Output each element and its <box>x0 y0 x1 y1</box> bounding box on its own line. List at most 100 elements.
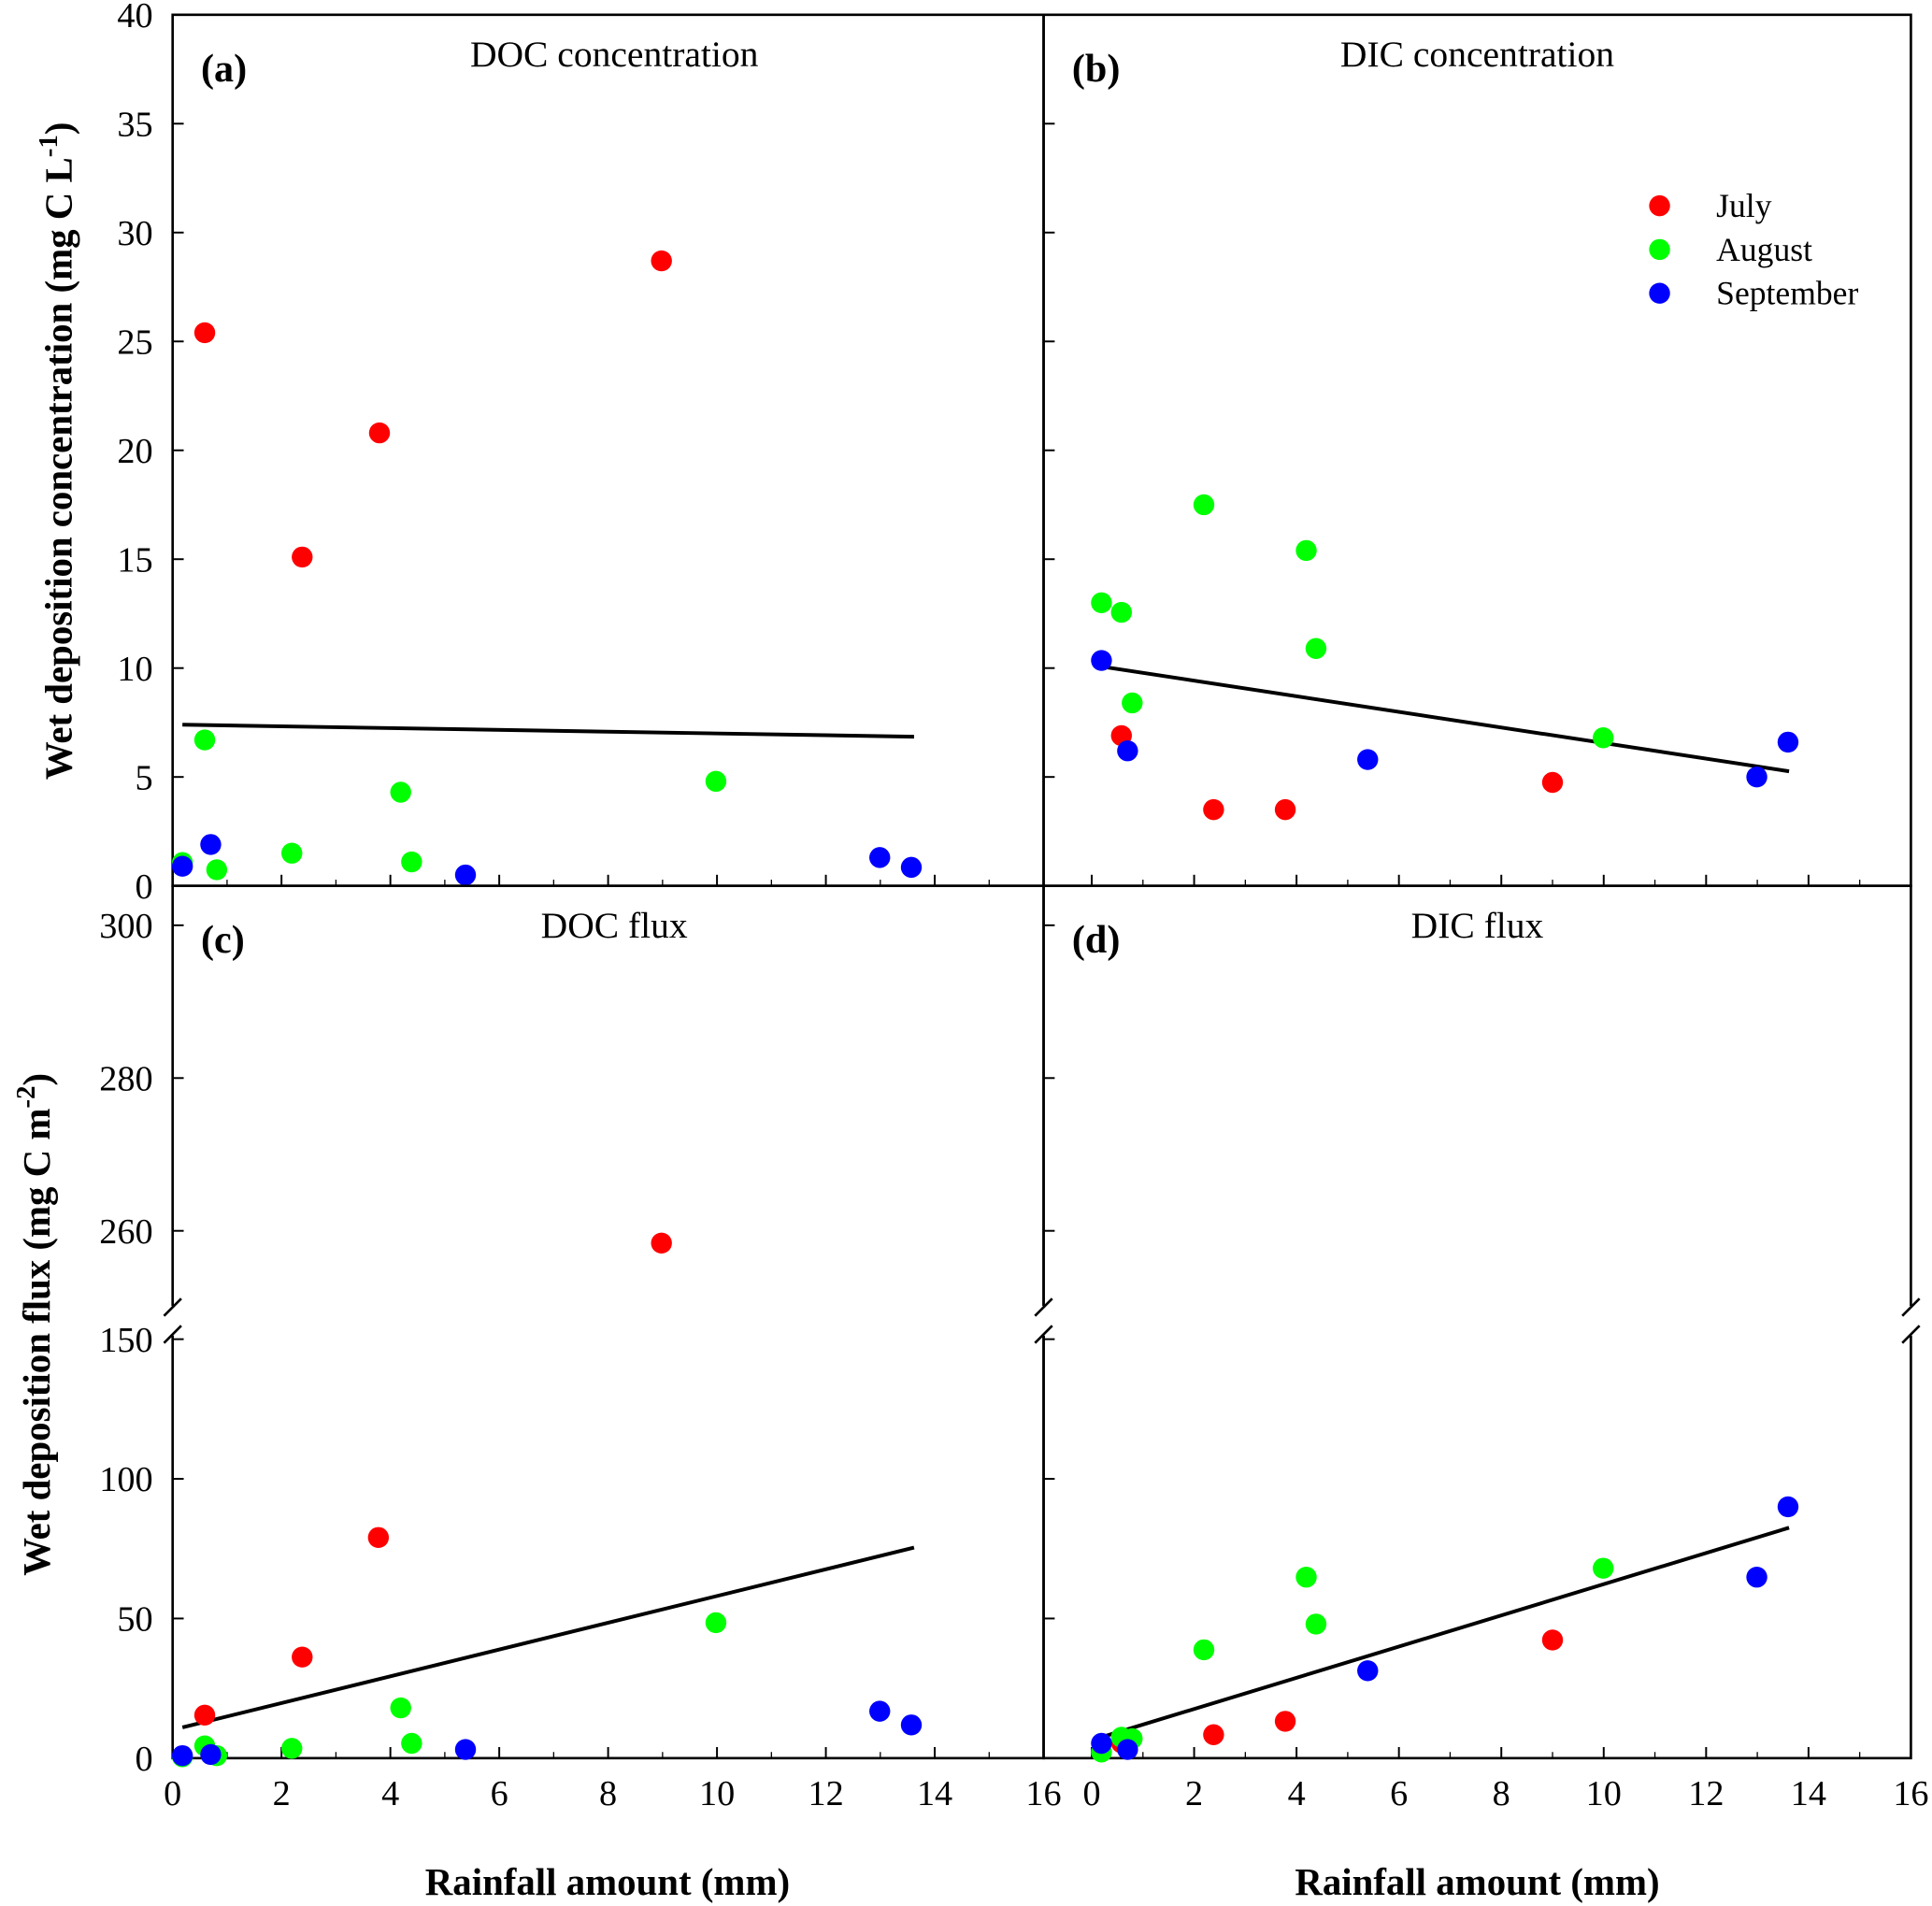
data-point-september <box>171 855 193 877</box>
data-point-august <box>1305 1613 1327 1635</box>
y-tick-label: 150 <box>99 1321 152 1360</box>
data-point-september <box>1117 740 1138 762</box>
x-tick-label: 10 <box>699 1774 735 1813</box>
data-point-september <box>171 1744 193 1767</box>
axis-break-mark <box>1901 1325 1921 1344</box>
data-point-august <box>390 1697 411 1719</box>
y-tick-label: 260 <box>99 1212 152 1252</box>
x-tick-label: 10 <box>1586 1774 1622 1813</box>
data-point-august <box>193 729 216 751</box>
legend-label: August <box>1716 231 1812 268</box>
data-point-august <box>1593 1557 1614 1579</box>
x-tick-label: 16 <box>1893 1774 1928 1813</box>
data-point-august <box>1193 1639 1215 1661</box>
y-tick-label: 15 <box>117 540 152 580</box>
data-point-july <box>292 546 313 568</box>
panel-label: (a) <box>201 47 247 91</box>
fit-line <box>181 1545 915 1729</box>
data-point-september <box>454 1739 477 1760</box>
data-point-september <box>1357 1660 1379 1682</box>
y-tick-label: 280 <box>99 1059 152 1098</box>
data-point-july <box>1541 1629 1564 1651</box>
data-point-july <box>1203 1724 1224 1745</box>
data-point-august <box>1110 601 1132 623</box>
x-tick-label: 0 <box>164 1774 181 1813</box>
axis-break-mark <box>1034 1325 1053 1344</box>
legend-marker <box>1649 238 1670 261</box>
panel-frame <box>171 884 1045 1760</box>
data-point-august <box>1193 494 1215 516</box>
y-tick-label: 50 <box>117 1600 152 1640</box>
data-point-july <box>1541 771 1564 794</box>
data-point-august <box>1091 592 1112 614</box>
y-tick-label: 30 <box>117 214 152 253</box>
data-point-july <box>1274 1711 1296 1732</box>
axis-break-mark <box>163 1325 182 1344</box>
fit-line <box>182 723 914 739</box>
y-axis-title-flux: Wet deposition flux (mg C m-2) <box>11 1073 58 1576</box>
data-point-september <box>1746 766 1767 788</box>
data-point-september <box>1091 1732 1112 1755</box>
y-tick-label: 10 <box>117 650 152 689</box>
panel-label: (d) <box>1072 918 1121 962</box>
x-tick-label: 6 <box>491 1774 508 1813</box>
x-tick-label: 4 <box>1288 1774 1306 1813</box>
x-tick-label: 16 <box>1025 1774 1061 1813</box>
data-point-july <box>651 250 672 272</box>
data-point-july <box>193 1704 216 1727</box>
legend-marker <box>1649 194 1670 217</box>
x-tick-label: 6 <box>1390 1774 1408 1813</box>
data-point-august <box>1295 1567 1317 1588</box>
data-point-september <box>900 1714 923 1736</box>
data-point-september <box>200 1743 222 1766</box>
data-point-august <box>1305 638 1327 659</box>
axis-break-mark <box>163 1297 182 1317</box>
data-point-july <box>651 1232 672 1254</box>
data-point-september <box>1091 650 1112 671</box>
data-point-august <box>390 781 411 803</box>
legend-label: September <box>1716 275 1858 312</box>
data-point-september <box>1777 731 1799 753</box>
y-tick-label: 100 <box>99 1460 152 1499</box>
data-point-july <box>1203 798 1224 821</box>
panel-frame <box>171 13 1045 887</box>
panel-frame <box>1042 884 1912 1760</box>
x-tick-label: 0 <box>1082 1774 1100 1813</box>
panel-title: DIC concentration <box>1340 34 1614 75</box>
data-point-august <box>705 770 727 793</box>
data-point-july <box>368 422 391 444</box>
y-tick-label: 40 <box>117 0 152 36</box>
y-tick-label: 5 <box>135 758 152 797</box>
axis-break-gap <box>1900 1306 1921 1336</box>
data-point-august <box>705 1612 727 1634</box>
data-point-september <box>454 864 477 886</box>
x-tick-label: 14 <box>917 1774 952 1813</box>
panel-title: DIC flux <box>1411 905 1544 946</box>
data-point-september <box>869 1700 891 1722</box>
data-point-september <box>869 847 891 868</box>
axis-break-gap <box>1033 1306 1054 1336</box>
data-point-july <box>193 322 216 344</box>
y-tick-label: 300 <box>99 907 152 946</box>
fit-line <box>1101 665 1790 774</box>
x-tick-label: 14 <box>1791 1774 1826 1813</box>
panel-label: (c) <box>201 918 245 962</box>
data-point-september <box>900 856 923 879</box>
data-point-august <box>1122 692 1143 714</box>
x-tick-label: 2 <box>1185 1774 1203 1813</box>
data-point-august <box>281 842 303 864</box>
fit-line <box>1100 1526 1790 1740</box>
y-tick-label: 0 <box>135 1740 152 1779</box>
data-point-july <box>292 1646 313 1668</box>
x-tick-label: 2 <box>273 1774 291 1813</box>
data-point-august <box>401 1732 422 1755</box>
data-point-august <box>1295 539 1317 562</box>
data-point-august <box>206 859 228 881</box>
data-point-august <box>401 851 422 873</box>
y-tick-label: 25 <box>117 322 152 362</box>
axis-break-gap <box>163 1306 183 1336</box>
panel-title: DOC flux <box>541 905 688 946</box>
x-tick-label: 12 <box>1688 1774 1724 1813</box>
